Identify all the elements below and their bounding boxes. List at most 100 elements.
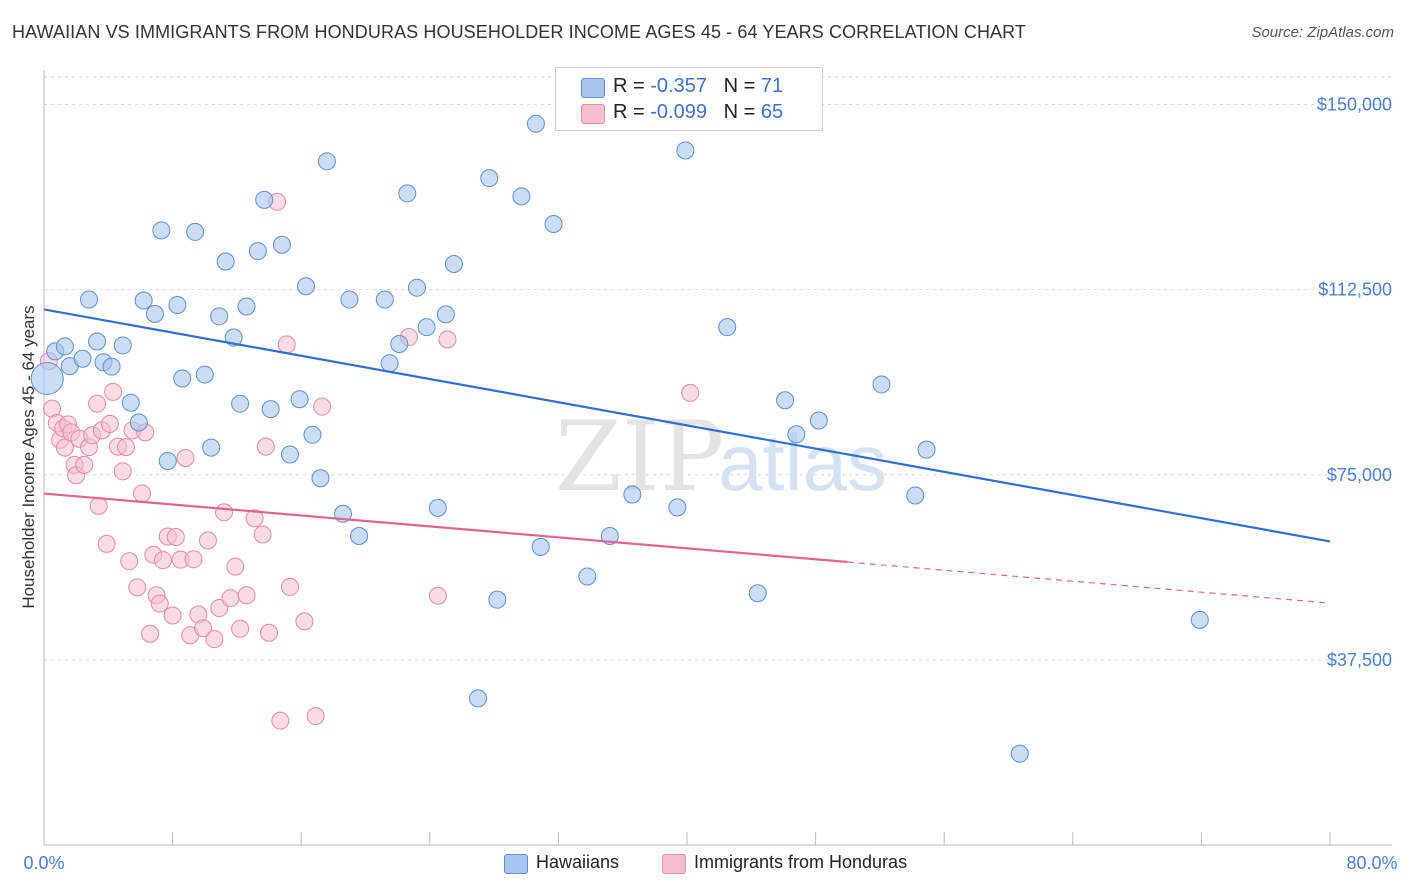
data-point-honduras (215, 503, 234, 522)
data-point-honduras (245, 509, 264, 528)
data-point-hawaiians (531, 537, 550, 556)
legend-label-honduras: Immigrants from Honduras (694, 852, 908, 872)
data-point-hawaiians (30, 362, 64, 396)
data-point-hawaiians (248, 242, 267, 261)
r-value-honduras: -0.099 (650, 101, 707, 123)
data-point-hawaiians (578, 567, 597, 586)
r-label: R = (613, 75, 645, 97)
data-point-honduras (271, 711, 290, 730)
data-point-hawaiians (809, 411, 828, 430)
data-point-hawaiians (872, 375, 891, 394)
data-point-honduras (280, 577, 299, 596)
legend-swatch-pink (662, 854, 686, 874)
data-point-honduras (163, 606, 182, 625)
data-point-honduras (184, 550, 203, 569)
data-point-hawaiians (544, 215, 563, 234)
data-point-hawaiians (444, 254, 463, 273)
y-tick-label: $37,500 (1327, 650, 1392, 670)
data-point-hawaiians (88, 332, 107, 351)
legend-label-hawaiians: Hawaiians (536, 852, 620, 872)
data-point-hawaiians (231, 394, 250, 413)
data-point-hawaiians (195, 365, 214, 384)
data-point-honduras (176, 448, 195, 467)
data-point-hawaiians (280, 445, 299, 464)
trend-line-honduras-extension (847, 561, 1331, 604)
data-point-honduras (226, 557, 245, 576)
data-point-hawaiians (407, 278, 426, 297)
data-point-hawaiians (417, 318, 436, 337)
data-point-honduras (438, 330, 457, 349)
r-value-hawaiians: -0.357 (650, 75, 707, 97)
data-point-honduras (256, 437, 275, 456)
trend-lines (43, 308, 1331, 604)
data-point-honduras (153, 551, 172, 570)
data-point-honduras (313, 397, 332, 416)
data-point-honduras (681, 383, 700, 402)
data-point-honduras (89, 496, 108, 515)
data-point-honduras (221, 589, 240, 608)
data-point-honduras (295, 612, 314, 631)
y-tick-label: $150,000 (1317, 95, 1392, 115)
data-point-hawaiians (158, 451, 177, 470)
y-tick-labels: $37,500 $75,000 $112,500 $150,000 (1317, 95, 1392, 670)
data-point-honduras (55, 438, 74, 457)
data-point-hawaiians (480, 169, 499, 188)
chart-title: HAWAIIAN VS IMMIGRANTS FROM HONDURAS HOU… (12, 22, 1027, 42)
data-point-hawaiians (787, 425, 806, 444)
data-point-hawaiians (272, 235, 291, 254)
data-point-hawaiians (1010, 744, 1029, 763)
swatch-blue (581, 78, 605, 98)
data-point-hawaiians (55, 337, 74, 356)
data-point-hawaiians (317, 152, 336, 171)
data-point-hawaiians (134, 291, 153, 310)
data-point-hawaiians (290, 390, 309, 409)
data-point-hawaiians (1190, 610, 1209, 629)
data-point-honduras (75, 455, 94, 474)
data-point-honduras (104, 382, 123, 401)
source-credit: Source: ZipAtlas.com (1251, 24, 1394, 41)
y-tick-label: $112,500 (1318, 280, 1392, 300)
watermark: ZIP atlas (555, 401, 887, 513)
stats-text-hawaiians: R = -0.357 N = 71 (613, 75, 783, 98)
data-point-honduras (277, 335, 296, 354)
data-point-hawaiians (428, 498, 447, 517)
grid-lines (44, 76, 1392, 661)
data-point-honduras (306, 707, 325, 726)
n-value-hawaiians: 71 (760, 75, 784, 97)
x-tick-label-min: 0.0% (23, 853, 64, 873)
data-point-hawaiians (600, 526, 619, 545)
data-point-honduras (198, 531, 217, 550)
data-point-honduras (128, 578, 147, 597)
legend-swatch-blue (504, 854, 528, 874)
data-point-honduras (97, 534, 116, 553)
data-point-honduras (231, 619, 250, 638)
data-point-hawaiians (173, 369, 192, 388)
data-point-honduras (166, 527, 185, 546)
n-value-honduras: 65 (760, 101, 784, 123)
data-point-hawaiians (121, 393, 140, 412)
data-point-hawaiians (375, 290, 394, 309)
data-point-hawaiians (210, 307, 229, 326)
data-point-honduras (150, 594, 169, 613)
data-point-hawaiians (102, 357, 121, 376)
stats-text-honduras: R = -0.099 N = 65 (613, 101, 783, 124)
data-point-hawaiians (340, 290, 359, 309)
data-point-hawaiians (303, 425, 322, 444)
data-point-hawaiians (168, 295, 187, 314)
n-label: N = (723, 75, 756, 97)
data-point-honduras (100, 414, 119, 433)
data-point-honduras (116, 438, 135, 457)
data-point-hawaiians (906, 486, 925, 505)
data-point-hawaiians (255, 190, 274, 209)
data-point-hawaiians (186, 222, 205, 241)
data-point-honduras (237, 586, 256, 605)
data-point-honduras (194, 619, 213, 638)
data-point-hawaiians (202, 438, 221, 457)
data-point-hawaiians (623, 485, 642, 504)
data-point-hawaiians (469, 689, 488, 708)
swatch-pink (581, 104, 605, 124)
data-point-hawaiians (668, 498, 687, 517)
data-point-hawaiians (80, 290, 99, 309)
data-point-hawaiians (237, 297, 256, 316)
